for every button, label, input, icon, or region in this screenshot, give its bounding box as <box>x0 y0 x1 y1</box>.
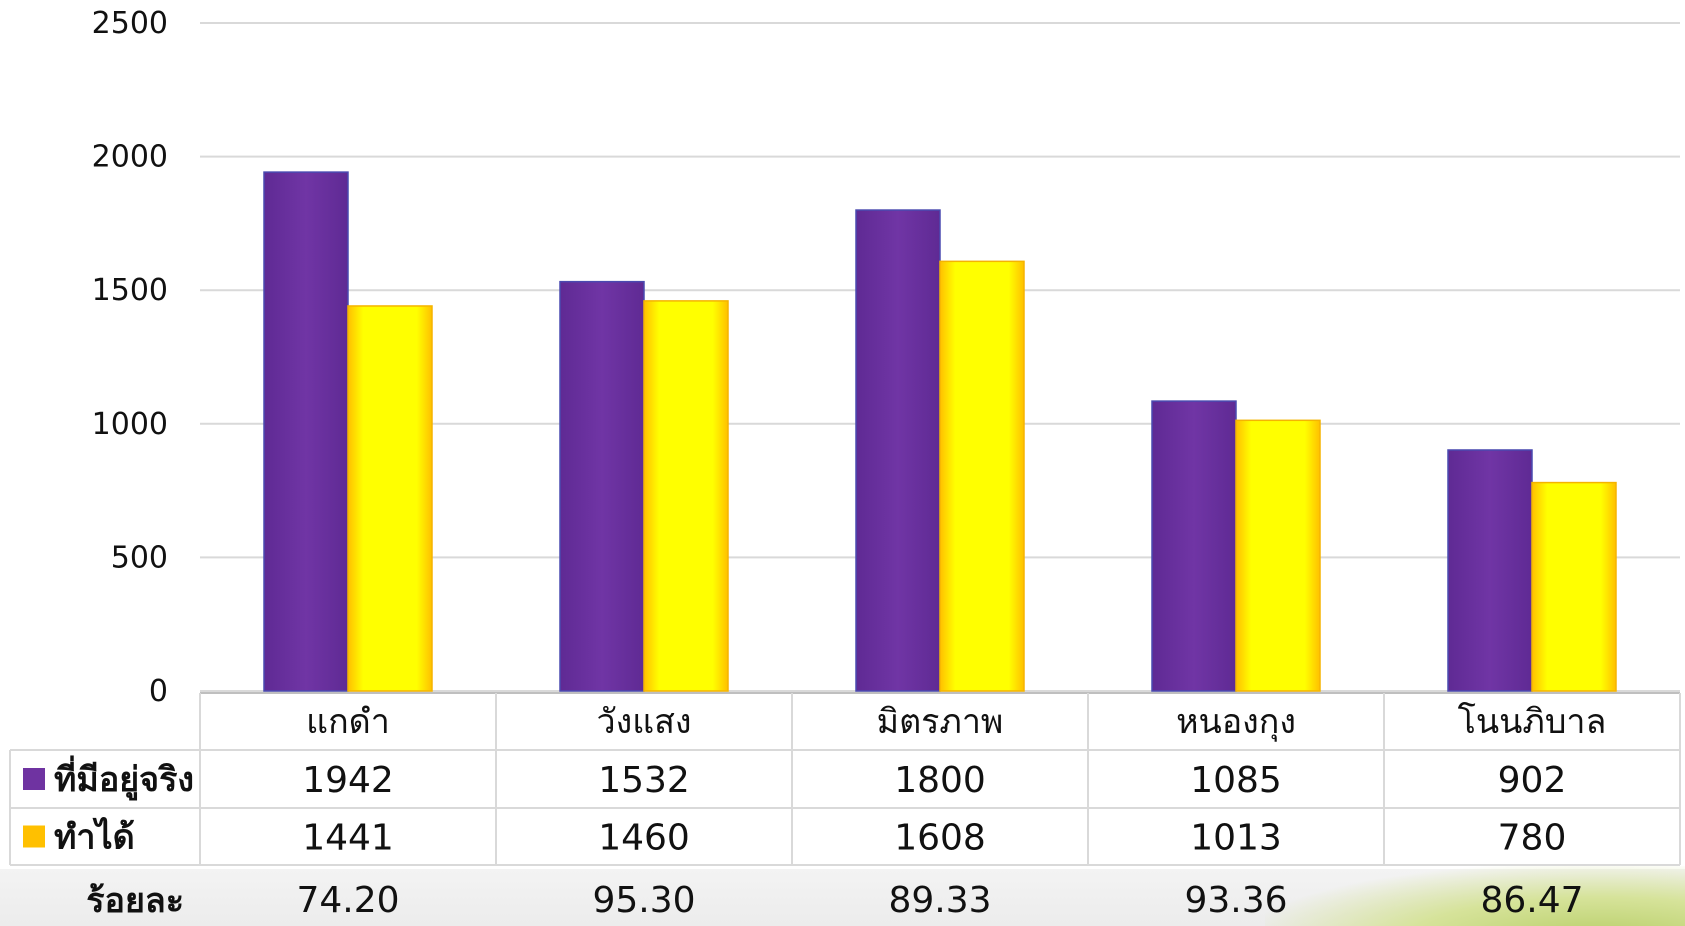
percent-value: 86.47 <box>1480 880 1583 921</box>
bar-done-2 <box>643 300 729 692</box>
series-label: ที่มีอยู่จริง <box>54 755 194 801</box>
footer-band <box>0 866 1685 926</box>
table-cell: 1013 <box>1190 818 1282 859</box>
y-tick-label: 500 <box>111 540 168 575</box>
category-label: โนนภิบาล <box>1458 702 1607 742</box>
table-cell: 1460 <box>598 818 690 859</box>
bar-done-1 <box>347 305 433 692</box>
y-tick-label: 2500 <box>92 6 168 41</box>
table-cell: 1441 <box>302 818 394 859</box>
table-cell: 1085 <box>1190 760 1282 801</box>
bar-done-5 <box>1531 481 1617 692</box>
category-label: วังแสง <box>597 702 692 742</box>
bar-done-4 <box>1235 419 1321 692</box>
bar-actual-3 <box>855 209 941 692</box>
table-cell: 1942 <box>302 760 394 801</box>
table-cell: 1608 <box>894 818 986 859</box>
table-cell: 1800 <box>894 760 986 801</box>
table-cell: 780 <box>1498 818 1567 859</box>
percent-value: 89.33 <box>888 880 991 921</box>
legend-key-done <box>23 825 45 848</box>
series-label: ทำได้ <box>54 817 135 858</box>
bar-actual-4 <box>1151 400 1237 692</box>
y-tick-label: 0 <box>149 674 168 709</box>
percent-label: ร้อยละ <box>86 881 184 921</box>
percent-value: 74.20 <box>296 880 399 921</box>
y-tick-label: 1500 <box>92 273 168 308</box>
percent-value: 93.36 <box>1184 880 1287 921</box>
y-tick-label: 1000 <box>92 407 168 442</box>
bar-actual-2 <box>559 280 645 692</box>
bar-actual-5 <box>1447 449 1533 692</box>
bar-actual-1 <box>263 171 349 692</box>
legend-key-actual <box>23 768 45 790</box>
category-label: หนองกุง <box>1176 702 1296 742</box>
category-label: มิตรภาพ <box>877 702 1004 742</box>
table-cell: 902 <box>1498 760 1567 801</box>
grass-decoration <box>1265 866 1685 926</box>
y-tick-label: 2000 <box>92 140 168 175</box>
category-label: แกดำ <box>306 702 390 742</box>
percent-value: 95.30 <box>592 880 695 921</box>
table-cell: 1532 <box>598 760 690 801</box>
bar-done-3 <box>939 260 1025 692</box>
